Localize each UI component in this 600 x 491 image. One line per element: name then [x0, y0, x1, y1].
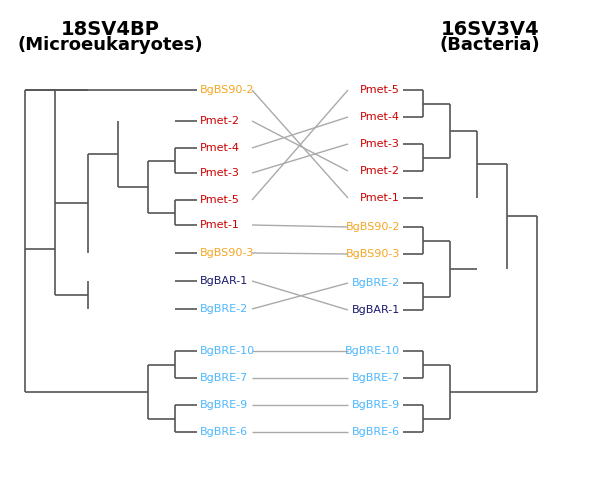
Text: BgBRE-2: BgBRE-2 — [352, 278, 400, 288]
Text: Pmet-2: Pmet-2 — [360, 166, 400, 176]
Text: Pmet-3: Pmet-3 — [360, 139, 400, 149]
Text: 18SV4BP: 18SV4BP — [61, 20, 160, 39]
Text: (Bacteria): (Bacteria) — [440, 36, 541, 54]
Text: 16SV3V4: 16SV3V4 — [440, 20, 539, 39]
Text: BgBAR-1: BgBAR-1 — [200, 276, 248, 286]
Text: BgBS90-3: BgBS90-3 — [346, 249, 400, 259]
Text: BgBRE-6: BgBRE-6 — [200, 427, 248, 437]
Text: Pmet-4: Pmet-4 — [200, 143, 240, 153]
Text: Pmet-5: Pmet-5 — [200, 195, 240, 205]
Text: BgBRE-6: BgBRE-6 — [352, 427, 400, 437]
Text: BgBS90-3: BgBS90-3 — [200, 248, 254, 258]
Text: BgBRE-9: BgBRE-9 — [352, 400, 400, 410]
Text: Pmet-5: Pmet-5 — [360, 85, 400, 95]
Text: BgBS90-2: BgBS90-2 — [200, 85, 254, 95]
Text: Pmet-2: Pmet-2 — [200, 116, 240, 126]
Text: BgBRE-7: BgBRE-7 — [200, 373, 248, 383]
Text: Pmet-1: Pmet-1 — [200, 220, 240, 230]
Text: Pmet-3: Pmet-3 — [200, 168, 240, 178]
Text: BgBAR-1: BgBAR-1 — [352, 305, 400, 315]
Text: BgBRE-7: BgBRE-7 — [352, 373, 400, 383]
Text: BgBRE-10: BgBRE-10 — [345, 346, 400, 356]
Text: Pmet-4: Pmet-4 — [360, 112, 400, 122]
Text: BgBS90-2: BgBS90-2 — [346, 222, 400, 232]
Text: Pmet-1: Pmet-1 — [360, 193, 400, 203]
Text: BgBRE-2: BgBRE-2 — [200, 304, 248, 314]
Text: (Microeukaryotes): (Microeukaryotes) — [17, 36, 203, 54]
Text: BgBRE-9: BgBRE-9 — [200, 400, 248, 410]
Text: BgBRE-10: BgBRE-10 — [200, 346, 255, 356]
